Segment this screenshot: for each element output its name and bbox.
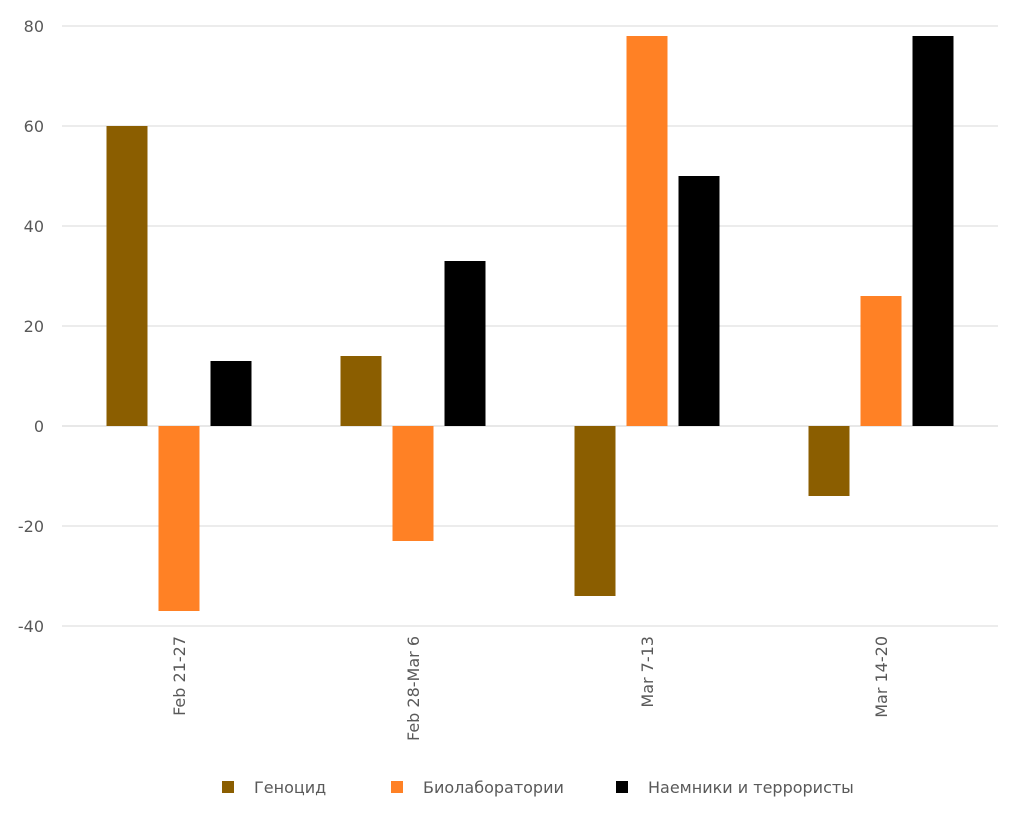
- bar-series-1-cat-1: [392, 426, 434, 541]
- y-tick-label: -40: [18, 617, 44, 636]
- legend-swatch-mercenaries: [616, 781, 628, 793]
- x-category-label: Mar 14-20: [872, 636, 891, 718]
- bar-series-0-cat-2: [574, 426, 616, 596]
- legend-item-genocide: Геноцид: [222, 772, 326, 802]
- bar-series-2-cat-2: [678, 176, 720, 426]
- y-tick-label: 60: [24, 117, 44, 136]
- bar-chart: 80 60 40 20 0 -20 -40 Feb 21-27 Feb 28-Mar 6 Mar…: [18, 17, 998, 741]
- bar-series-2-cat-0: [210, 361, 252, 426]
- bars: [106, 36, 954, 611]
- bar-series-0-cat-1: [340, 356, 382, 426]
- legend-label-genocide: Геноцид: [254, 777, 327, 797]
- bar-series-1-cat-3: [860, 296, 902, 426]
- x-axis-categories: Feb 21-27 Feb 28-Mar 6 Mar 7-13 Mar 14-20: [170, 636, 891, 741]
- legend-item-biolabs: Биолаборатории: [391, 772, 564, 802]
- legend: Геноцид Биолаборатории Наемники и террор…: [0, 772, 1024, 802]
- bar-series-0-cat-3: [808, 426, 850, 496]
- bar-series-2-cat-1: [444, 261, 486, 426]
- bar-series-1-cat-2: [626, 36, 668, 426]
- x-category-label: Feb 21-27: [170, 636, 189, 716]
- y-tick-label: 20: [24, 317, 44, 336]
- bar-series-1-cat-0: [158, 426, 200, 611]
- legend-swatch-biolabs: [391, 781, 403, 793]
- x-category-label: Mar 7-13: [638, 636, 657, 708]
- bar-series-0-cat-0: [106, 126, 148, 426]
- legend-item-mercenaries: Наемники и террористы: [616, 772, 854, 802]
- legend-label-biolabs: Биолаборатории: [423, 777, 564, 797]
- y-tick-label: 80: [24, 17, 44, 36]
- y-axis-ticks: 80 60 40 20 0 -20 -40: [18, 17, 44, 636]
- gridlines: [62, 25, 998, 627]
- legend-label-mercenaries: Наемники и террористы: [648, 777, 854, 797]
- y-tick-label: 0: [34, 417, 44, 436]
- x-category-label: Feb 28-Mar 6: [404, 636, 423, 741]
- bar-series-2-cat-3: [912, 36, 954, 426]
- y-tick-label: 40: [24, 217, 44, 236]
- legend-swatch-genocide: [222, 781, 234, 793]
- y-tick-label: -20: [18, 517, 44, 536]
